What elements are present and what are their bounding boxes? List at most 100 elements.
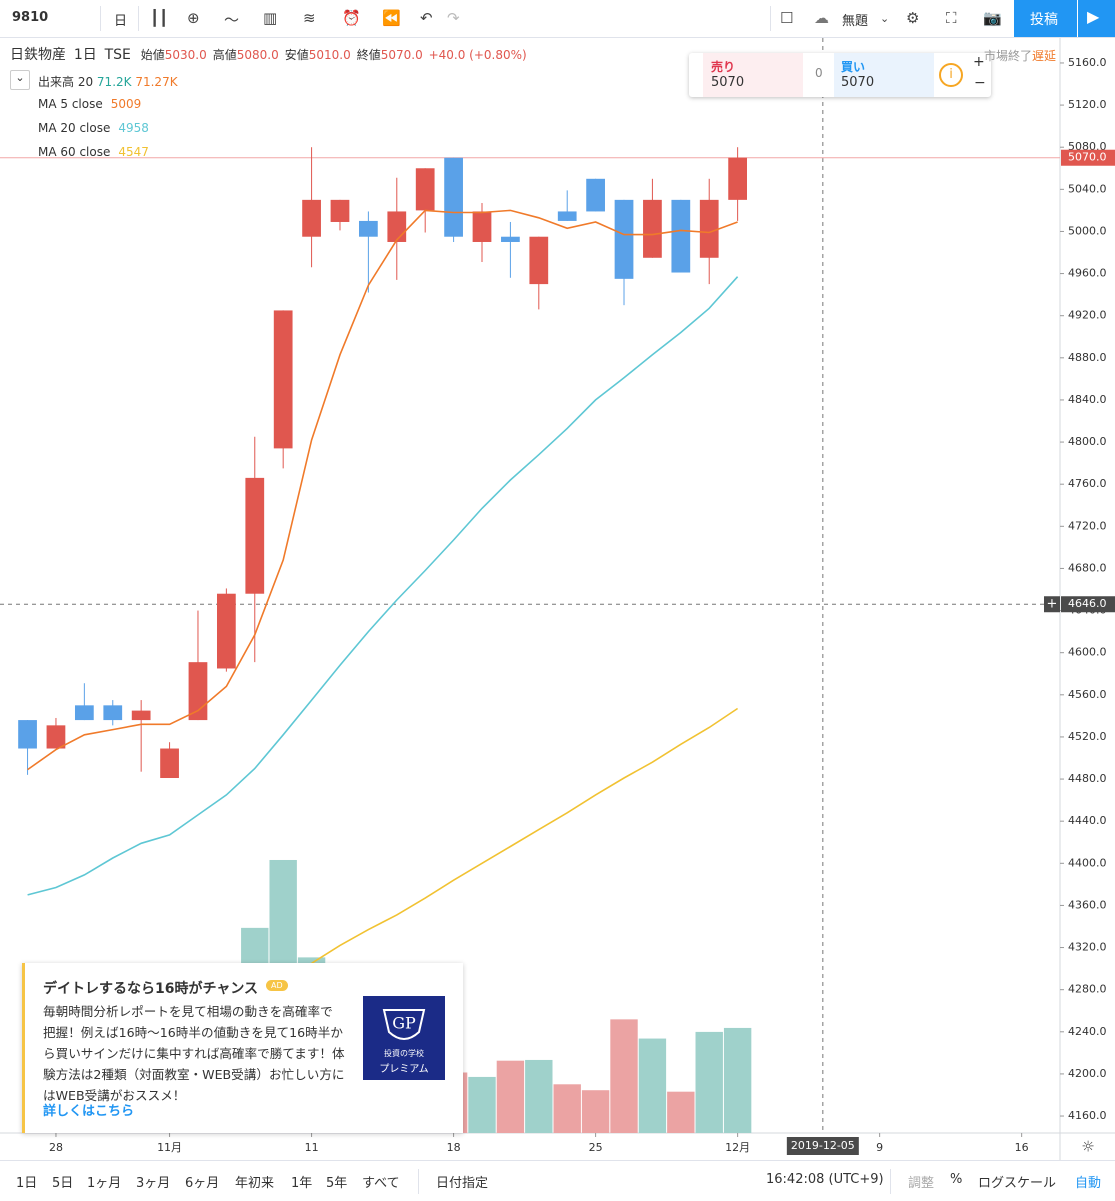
x-tick-label: 12月: [725, 1141, 750, 1154]
y-tick-label: 4440.0: [1068, 814, 1107, 827]
sell-label: 売り: [711, 60, 736, 74]
scale-option[interactable]: 調整: [908, 1176, 935, 1191]
range-button[interactable]: 6ヶ月: [185, 1176, 220, 1191]
indicators-icon[interactable]: ⊕: [187, 9, 200, 27]
snapshot-icon[interactable]: 📷: [983, 9, 1002, 27]
y-tick-label: 4800.0: [1068, 435, 1107, 448]
candle-body: [415, 168, 435, 211]
volume-bar: [695, 1031, 723, 1133]
crosshair-date-label: 2019-12-05: [791, 1139, 855, 1152]
y-tick-label: 5120.0: [1068, 98, 1107, 111]
alert-icon[interactable]: ⏰: [342, 9, 361, 27]
ohlc-label: 高値: [212, 48, 237, 62]
ma-line: [27, 276, 739, 896]
compare-icon[interactable]: 〜: [224, 11, 240, 29]
volume-bar: [553, 1084, 581, 1133]
ad-panel: デイトレするなら16時がチャンス AD 毎朝時間分析レポートを見て相場の動きを高…: [22, 963, 463, 1133]
ma-legend-value: 4547: [118, 145, 149, 159]
ma-legend: MA 20 close 4958: [38, 121, 149, 135]
goto-date[interactable]: 日付指定: [436, 1176, 489, 1191]
candle-body: [614, 199, 634, 279]
chart-style-icon[interactable]: ┃┃: [150, 9, 169, 27]
delay-label: 遅延: [1032, 49, 1057, 63]
volume-legend-value: 71.2K: [96, 75, 132, 89]
ohlc-value: 5030.0: [164, 48, 207, 62]
candle-body: [74, 705, 94, 721]
y-tick-label: 4360.0: [1068, 898, 1107, 911]
volume-bar: [581, 1090, 610, 1133]
candle-body: [18, 720, 37, 749]
zoom-out[interactable]: −: [974, 75, 986, 91]
candle-body: [330, 199, 350, 222]
ohlc-value: 5070.0: [380, 48, 423, 62]
axis-settings-icon: ☼: [1081, 1138, 1094, 1156]
layout-icon[interactable]: ☐: [780, 9, 794, 27]
publish-button[interactable]: 投稿: [1014, 0, 1077, 37]
candle-body: [728, 157, 747, 200]
play-button[interactable]: ▶: [1078, 0, 1115, 37]
templates-icon[interactable]: ≋: [303, 9, 316, 27]
crosshair-date-tag: [786, 1137, 859, 1155]
volume-legend-name: 出来高 20: [38, 75, 94, 89]
range-button[interactable]: 年初来: [235, 1176, 275, 1191]
y-tick-label: 4840.0: [1068, 393, 1107, 406]
volume-bar: [638, 1038, 667, 1133]
market-status: 市場終了: [984, 49, 1033, 63]
ad-logo[interactable]: GP 投資の学校 プレミアム: [363, 996, 445, 1080]
ohlc-label: 始値: [140, 48, 165, 62]
zoom-in[interactable]: +: [973, 54, 985, 70]
y-tick-label: 4720.0: [1068, 519, 1107, 532]
replay-icon[interactable]: ⏪: [382, 9, 401, 27]
x-tick-label: 9: [876, 1141, 883, 1154]
scale-option[interactable]: 自動: [1075, 1176, 1102, 1191]
scale-option[interactable]: %: [950, 1172, 963, 1187]
y-tick-label: 4320.0: [1068, 941, 1107, 954]
ad-badge: AD: [266, 980, 288, 991]
range-button[interactable]: 3ヶ月: [136, 1176, 171, 1191]
range-button[interactable]: 1ヶ月: [87, 1176, 122, 1191]
range-button[interactable]: 1日: [16, 1176, 38, 1191]
range-button[interactable]: 1年: [291, 1176, 313, 1191]
buy-button[interactable]: 買い 5070: [834, 53, 934, 97]
ohlc-label: 終値: [356, 48, 381, 62]
info-icon[interactable]: i: [939, 63, 963, 87]
fullscreen-icon[interactable]: ⛶: [946, 9, 957, 27]
y-tick-label: 5040.0: [1068, 182, 1107, 195]
y-tick-label: 4960.0: [1068, 267, 1107, 280]
interval[interactable]: 日: [114, 14, 128, 29]
cloud-icon[interactable]: ☁: [814, 9, 829, 27]
candle-body: [46, 725, 66, 749]
y-tick-label: 4920.0: [1068, 309, 1107, 322]
range-button[interactable]: 5年: [326, 1176, 348, 1191]
collapse-button[interactable]: ⌄: [10, 70, 30, 90]
ad-link[interactable]: 詳しくはこちら: [43, 1104, 135, 1119]
volume-bar: [667, 1091, 695, 1133]
x-tick-label: 11月: [157, 1141, 182, 1154]
dropdown-icon[interactable]: ⌄: [880, 12, 890, 25]
settings-icon[interactable]: ⚙: [906, 9, 920, 27]
bars-icon[interactable]: ▥: [263, 9, 278, 27]
crosshair-price-tag: [1061, 596, 1115, 613]
candle-body: [671, 199, 691, 273]
exchange: TSE: [104, 47, 131, 63]
range-button[interactable]: 5日: [52, 1176, 74, 1191]
candle-body: [444, 157, 463, 237]
y-tick-label: 4760.0: [1068, 477, 1107, 490]
logo-bottom: プレミアム: [379, 1064, 429, 1075]
y-tick-label: 4680.0: [1068, 561, 1107, 574]
layout-name[interactable]: 無題: [842, 14, 869, 29]
sell-button[interactable]: 売り 5070: [703, 53, 803, 97]
symbol[interactable]: 9810: [12, 10, 49, 25]
ma-legend-value: 5009: [110, 97, 142, 111]
bottom-bar: 日付指定 16:42:08 (UTC+9) 1日 5日 1ヶ月 3ヶ月 6ヶ月 年初来 1年…: [0, 1160, 1115, 1201]
ma-legend-name: MA 60 close: [38, 145, 111, 159]
svg-text:GP: GP: [392, 1014, 416, 1033]
range-button[interactable]: すべて: [362, 1176, 400, 1191]
publish-label: 投稿: [1030, 12, 1058, 28]
sell-price: 5070: [711, 75, 745, 90]
candle-body: [501, 236, 520, 242]
scale-option[interactable]: ログスケール: [978, 1176, 1057, 1191]
redo-icon[interactable]: ↷: [447, 9, 460, 27]
candle-body: [557, 211, 577, 221]
undo-icon[interactable]: ↶: [420, 9, 433, 27]
